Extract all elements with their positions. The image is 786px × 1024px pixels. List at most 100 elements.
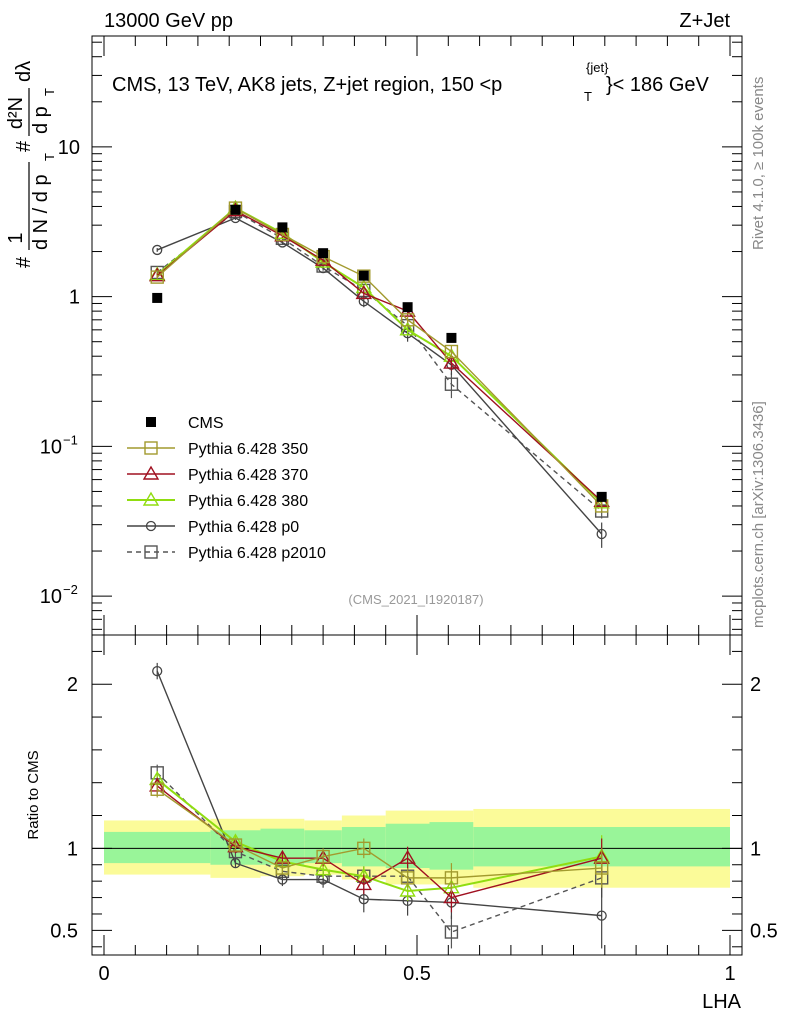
ratio-point-p370 xyxy=(355,876,373,891)
header-process: Z+Jet xyxy=(679,10,730,32)
legend-entry-p350: Pythia 6.428 350 xyxy=(127,441,308,458)
ratio-y-axis-label: Ratio to CMS xyxy=(25,750,42,839)
legend-marker xyxy=(145,520,157,532)
y-tick-label-base: 10 xyxy=(40,586,62,608)
legend-marker xyxy=(144,441,158,455)
ratio-point-p380 xyxy=(314,861,332,876)
x-tick-label: 1 xyxy=(724,963,735,985)
legend-marker xyxy=(142,491,160,506)
y-tick-label: 10 −2 xyxy=(40,582,78,608)
ratio-point-p350 xyxy=(594,861,609,875)
legend-label: Pythia 6.428 350 xyxy=(188,441,308,458)
ratio-axis-ticks: 0 0.5 1 0.5 0.5 1 1 2 2 xyxy=(50,635,778,985)
legend-entry-cms: CMS xyxy=(146,415,224,432)
y-tick-label: 10 xyxy=(58,137,80,159)
ylabel-frac2-den: d p xyxy=(30,106,52,134)
ratio-series-p0 xyxy=(152,662,607,949)
legend-label: Pythia 6.428 370 xyxy=(188,467,308,484)
header-collision: 13000 GeV pp xyxy=(104,10,233,32)
series-p0 xyxy=(152,212,607,548)
point-cms xyxy=(318,248,329,259)
legend-entry-p380: Pythia 6.428 380 xyxy=(127,491,308,510)
legend-entry-p0: Pythia 6.428 p0 xyxy=(127,519,299,536)
ratio-y-tick-label-left: 1 xyxy=(67,838,78,860)
y-tick-label-base: 1 xyxy=(69,287,80,309)
rivet-version-note: Rivet 4.1.0, ≥ 100k events xyxy=(750,77,767,250)
ylabel-dlambda: dλ xyxy=(13,61,35,82)
point-p380 xyxy=(314,253,332,268)
series-line-p0 xyxy=(156,217,603,535)
ratio-point-p0 xyxy=(277,874,288,885)
point-cms xyxy=(277,222,288,233)
ratio-y-tick-label-right: 1 xyxy=(750,838,761,860)
ratio-point-p0 xyxy=(596,910,607,921)
main-title: CMS, 13 TeV, AK8 jets, Z+jet region, 150… xyxy=(112,60,710,104)
ylabel-frac1-den-sub: T xyxy=(42,153,57,161)
legend: CMS Pythia 6.428 350 Pythia 6.428 370 Pythi… xyxy=(127,415,326,562)
y-tick-label: 10 −1 xyxy=(40,432,78,458)
analysis-id: (CMS_2021_I1920187) xyxy=(348,592,483,607)
legend-marker xyxy=(144,545,158,559)
point-p380 xyxy=(399,321,416,336)
ratio-point-p350 xyxy=(357,841,371,856)
y-tick-label: 1 xyxy=(69,287,80,309)
ratio-series-group xyxy=(148,662,610,949)
ratio-point-p2010 xyxy=(444,925,459,939)
main-y-axis-label: # 1 d N / d p T # d²N d p T dλ xyxy=(5,61,57,268)
title-text: CMS, 13 TeV, AK8 jets, Z+jet region, 150… xyxy=(112,74,502,96)
ratio-point-p350 xyxy=(228,838,243,852)
point-p0 xyxy=(152,244,163,256)
series-p370 xyxy=(148,202,610,508)
ylabel-hash2: # xyxy=(13,140,35,152)
ratio-line-p350 xyxy=(156,788,602,879)
ratio-point-p350 xyxy=(275,861,290,875)
ylabel-frac2-den-sub: T xyxy=(42,88,57,96)
title-subscript: T xyxy=(584,89,592,104)
band-inner xyxy=(104,831,211,864)
point-p0 xyxy=(596,528,607,540)
series-line-p350 xyxy=(156,207,603,507)
legend-marker xyxy=(146,417,156,427)
legend-label: Pythia 6.428 p0 xyxy=(188,519,299,536)
ratio-y-tick-label-left: 0.5 xyxy=(50,920,78,942)
ratio-y-tick-label-right: 0.5 xyxy=(750,920,778,942)
band-inner xyxy=(429,822,474,870)
x-tick-label: 0.5 xyxy=(403,963,431,985)
main-series-group xyxy=(148,199,610,548)
legend-label: Pythia 6.428 380 xyxy=(188,493,308,510)
legend-entry-p370: Pythia 6.428 370 xyxy=(127,465,308,484)
point-p350 xyxy=(444,344,459,359)
ratio-series-p350 xyxy=(150,781,609,893)
title-end: }< 186 GeV xyxy=(606,74,710,96)
ratio-point-p350 xyxy=(150,782,164,796)
ratio-point-p0 xyxy=(152,665,163,677)
series-p380 xyxy=(148,199,610,510)
x-tick-label: 0 xyxy=(98,963,109,985)
point-cms xyxy=(230,204,241,215)
ylabel-frac1-num: 1 xyxy=(5,232,27,243)
x-axis-label: LHA xyxy=(702,991,742,1013)
point-cms xyxy=(152,292,163,303)
legend-marker xyxy=(142,465,160,480)
ratio-y-tick-label-left: 2 xyxy=(67,674,78,696)
point-cms xyxy=(596,491,607,502)
ratio-panel-frame xyxy=(91,634,743,956)
y-tick-label-base: 10 xyxy=(58,137,80,159)
title-superscript: {jet} xyxy=(586,60,609,75)
legend-label: Pythia 6.428 p2010 xyxy=(188,545,326,562)
series-line-p370 xyxy=(156,209,603,502)
ratio-point-p0 xyxy=(358,894,369,905)
y-tick-label-exponent: −1 xyxy=(63,432,78,447)
ratio-point-p350 xyxy=(316,849,330,864)
ratio-y-tick-label-right: 2 xyxy=(750,674,761,696)
point-p370 xyxy=(314,251,332,266)
legend-entry-p2010: Pythia 6.428 p2010 xyxy=(127,545,326,562)
point-p2010 xyxy=(444,377,459,391)
y-tick-label-exponent: −2 xyxy=(63,582,78,597)
ratio-point-p370 xyxy=(399,849,416,864)
y-tick-label-base: 10 xyxy=(40,436,62,458)
point-cms xyxy=(358,270,369,281)
ratio-point-p0 xyxy=(230,857,241,869)
ratio-point-p350 xyxy=(400,871,415,885)
